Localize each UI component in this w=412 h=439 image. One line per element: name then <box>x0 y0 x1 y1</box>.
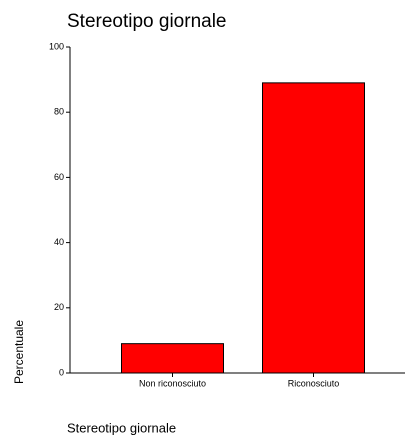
chart-title: Stereotipo giornale <box>67 11 227 32</box>
bar <box>262 82 365 374</box>
y-tick-label: 80 <box>54 107 64 117</box>
y-tick-label: 100 <box>49 41 64 51</box>
x-tick-label: Riconosciuto <box>288 378 340 388</box>
y-tick-label: 20 <box>54 302 64 312</box>
x-tick-label: Non riconosciuto <box>139 378 206 388</box>
y-tick-label: 40 <box>54 237 64 247</box>
y-tick-label: 60 <box>54 172 64 182</box>
x-axis-label: Stereotipo giornale <box>67 420 176 435</box>
y-axis-label: Percentuale <box>12 320 26 384</box>
y-tick-label: 0 <box>59 367 64 377</box>
bar <box>121 343 224 374</box>
